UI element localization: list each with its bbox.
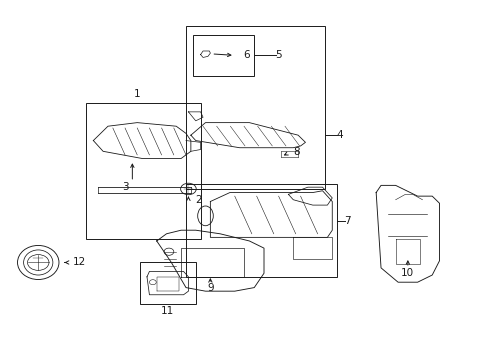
Bar: [185, 184, 336, 277]
Text: 5: 5: [275, 50, 282, 60]
Bar: [140, 262, 195, 304]
Bar: [185, 26, 325, 189]
Text: 12: 12: [72, 257, 85, 267]
Text: 6: 6: [242, 50, 249, 60]
Text: 2: 2: [195, 195, 202, 205]
Bar: [193, 35, 254, 76]
Text: 10: 10: [401, 268, 413, 278]
Text: 4: 4: [336, 130, 342, 140]
Text: 8: 8: [293, 147, 299, 157]
Text: 3: 3: [122, 182, 128, 192]
Text: 7: 7: [344, 216, 350, 226]
Text: 11: 11: [161, 306, 174, 316]
Bar: [86, 103, 200, 239]
Text: 9: 9: [206, 283, 213, 293]
Text: 1: 1: [134, 89, 141, 99]
